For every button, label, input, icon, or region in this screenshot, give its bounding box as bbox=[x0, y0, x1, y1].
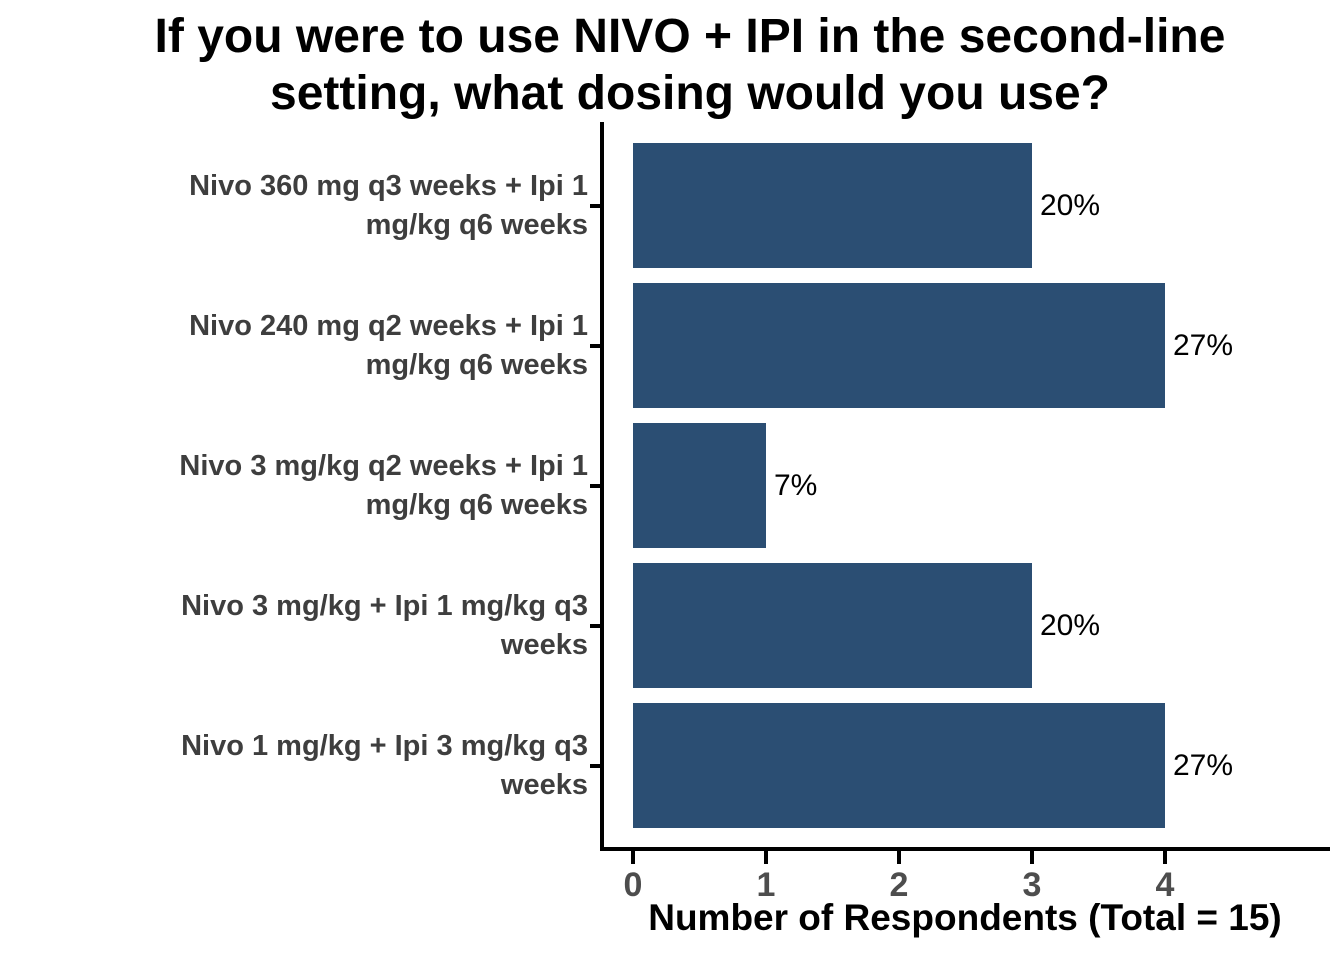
bar-value-label: 27% bbox=[1173, 328, 1234, 362]
chart-title-line-2: setting, what dosing would you use? bbox=[270, 67, 1110, 120]
x-axis-tick bbox=[1163, 851, 1167, 864]
y-axis-line bbox=[600, 122, 604, 851]
x-axis-tick-label: 4 bbox=[1155, 866, 1175, 904]
y-axis-label: Nivo 1 mg/kg + Ipi 3 mg/kg q3 weeks bbox=[181, 730, 588, 801]
bar bbox=[633, 283, 1165, 408]
bar-value-label: 20% bbox=[1040, 608, 1101, 642]
bar bbox=[633, 423, 766, 548]
x-axis-tick bbox=[897, 851, 901, 864]
bar bbox=[633, 563, 1032, 688]
y-axis-tick bbox=[590, 624, 600, 628]
chart-title-line-1: If you were to use NIVO + IPI in the sec… bbox=[154, 10, 1226, 63]
y-axis-label: Nivo 3 mg/kg q2 weeks + Ipi 1 mg/kg q6 w… bbox=[179, 450, 588, 521]
y-axis-tick bbox=[590, 344, 600, 348]
x-axis-title: Number of Respondents (Total = 15) bbox=[648, 897, 1282, 938]
x-axis-tick-label: 1 bbox=[756, 866, 776, 904]
y-axis-label: Nivo 3 mg/kg + Ipi 1 mg/kg q3 weeks bbox=[181, 590, 588, 661]
bar bbox=[633, 143, 1032, 268]
x-axis-tick-label: 0 bbox=[623, 866, 643, 904]
bar-value-label: 7% bbox=[774, 468, 818, 502]
x-axis-tick bbox=[1030, 851, 1034, 864]
bar-value-label: 27% bbox=[1173, 748, 1234, 782]
bar bbox=[633, 703, 1165, 828]
y-axis-tick bbox=[590, 764, 600, 768]
x-axis-tick-label: 2 bbox=[889, 866, 909, 904]
x-axis-line bbox=[600, 847, 1330, 851]
y-axis-label: Nivo 360 mg q3 weeks + Ipi 1 mg/kg q6 we… bbox=[189, 170, 588, 241]
y-axis-tick bbox=[590, 204, 600, 208]
y-axis-label: Nivo 240 mg q2 weeks + Ipi 1 mg/kg q6 we… bbox=[189, 310, 588, 381]
plot-area: 20% 27% 7% 20% 27% bbox=[600, 122, 1330, 851]
y-axis-tick bbox=[590, 484, 600, 488]
bar-value-label: 20% bbox=[1040, 188, 1101, 222]
x-axis-tick-label: 3 bbox=[1022, 866, 1042, 904]
chart-title: If you were to use NIVO + IPI in the sec… bbox=[40, 8, 1340, 122]
x-axis-tick bbox=[764, 851, 768, 864]
x-axis-tick bbox=[631, 851, 635, 864]
